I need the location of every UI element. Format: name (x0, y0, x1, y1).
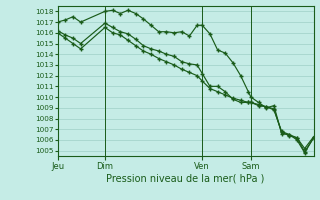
X-axis label: Pression niveau de la mer( hPa ): Pression niveau de la mer( hPa ) (107, 173, 265, 183)
